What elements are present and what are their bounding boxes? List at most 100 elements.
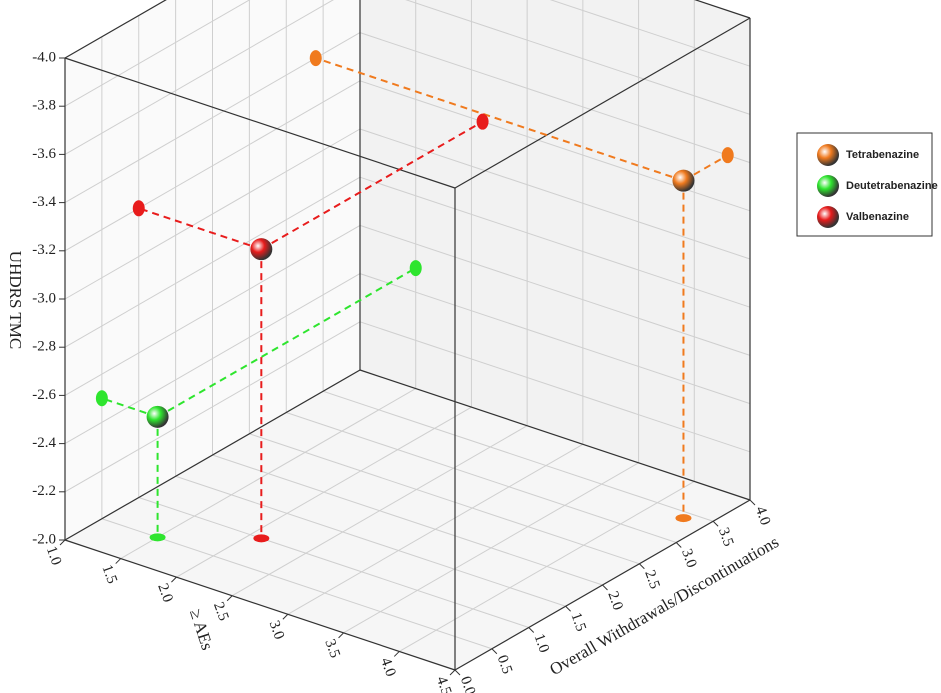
grid [64, 0, 751, 671]
point [250, 238, 273, 261]
grid-line [249, 433, 640, 565]
legend: Tetrabenazine Deutetrabenazine Valbenazine [817, 144, 938, 228]
grid-line [286, 412, 677, 543]
grid-line [212, 454, 603, 586]
y-tick [675, 542, 682, 548]
z-tick-label: -3.4 [32, 194, 56, 210]
box-edge [454, 17, 751, 189]
grid-line [359, 273, 751, 405]
projection-line [260, 120, 484, 251]
back-wall-projection [476, 113, 489, 130]
x-tick [226, 595, 233, 602]
floor-projection [253, 534, 270, 543]
grid-line [64, 176, 361, 348]
x-tick-label: 3.0 [266, 619, 287, 642]
z-tick-label: -2.0 [32, 531, 56, 547]
floor-projection [149, 533, 166, 542]
projection-line [138, 207, 262, 251]
y-tick-label: 4.0 [752, 504, 773, 527]
x-tick-label: 1.5 [99, 563, 120, 586]
y-tick-label: 3.0 [678, 547, 699, 570]
x-tick [171, 576, 177, 583]
grid-line [322, 390, 714, 522]
z-tick-label: -2.4 [32, 435, 56, 451]
legend-marker [817, 206, 839, 228]
grid-line [64, 321, 361, 493]
y-tick-label: 1.0 [531, 632, 552, 655]
x-tick-label: 4.5 [433, 674, 454, 693]
y-tick [749, 499, 756, 506]
grid-line [64, 273, 361, 445]
grid-line [359, 224, 751, 356]
legend-label: Deutetrabenazine [846, 180, 938, 192]
z-tick-label: -3.8 [32, 98, 56, 114]
y-tick-label: 2.5 [641, 568, 662, 591]
box-edge [64, 369, 361, 541]
x-tick [115, 558, 122, 564]
grid-line [64, 224, 361, 396]
box-edge [64, 57, 456, 189]
grid-line [64, 80, 361, 252]
box-edge [64, 0, 167, 59]
grid-line [64, 128, 361, 300]
legend-label: Tetrabenazine [846, 149, 919, 161]
point [146, 405, 169, 428]
y-tick-label: 0.0 [457, 674, 478, 693]
box-edge [359, 369, 751, 501]
back-wall [360, 0, 750, 500]
y-tick [639, 563, 645, 570]
back-wall-projection [409, 260, 422, 277]
left-wall-projection [309, 50, 322, 67]
legend-marker [817, 144, 839, 166]
left-wall-projection [132, 200, 145, 217]
projection-line [315, 57, 684, 182]
x-tick [59, 539, 66, 546]
point [672, 169, 695, 192]
legend-marker [817, 175, 839, 197]
z-tick-label: -3.6 [32, 146, 56, 162]
back-wall-projection [721, 147, 734, 164]
y-tick [528, 627, 535, 633]
grid-line [549, 0, 751, 67]
z-tick-label: -4.0 [32, 49, 56, 65]
x-tick-label: 4.0 [377, 656, 398, 679]
data [95, 50, 734, 543]
y-tick-label: 3.5 [715, 526, 736, 549]
x-tick [449, 669, 456, 676]
y-tick-label: 0.5 [494, 653, 515, 676]
projection-line [682, 154, 729, 182]
y-tick-label: 2.0 [604, 589, 625, 612]
y-tick [712, 520, 719, 527]
y-tick [565, 605, 571, 612]
z-tick-label: -2.2 [32, 483, 56, 499]
z-tick-label: -3.0 [32, 290, 56, 306]
grid-line [359, 176, 751, 308]
y-tick-label: 1.5 [567, 611, 588, 634]
grid-line [359, 321, 751, 453]
grid-line [64, 0, 251, 107]
x-tick [393, 651, 400, 657]
grid-line [138, 497, 529, 628]
projection-line [157, 267, 417, 418]
x-tick [282, 613, 289, 620]
box-edge [64, 539, 456, 671]
y-tick [491, 648, 498, 655]
floor-projection [675, 514, 692, 523]
legend-label: Valbenazine [846, 211, 909, 223]
grid-line [405, 0, 751, 115]
grid-line [101, 518, 493, 650]
z-tick-label: -2.8 [32, 339, 56, 355]
x-tick-label: 2.0 [154, 581, 175, 604]
z-tick-label: -2.6 [32, 387, 56, 403]
x-tick [338, 632, 344, 639]
grid-line [359, 128, 751, 260]
x-tick-label: 1.0 [43, 544, 64, 567]
y-tick [454, 669, 461, 676]
grid-line [64, 0, 334, 155]
grid-line [359, 32, 751, 164]
left-wall-projection [95, 390, 108, 407]
z-axis-title: UHDRS TMC [6, 251, 25, 349]
y-tick [602, 584, 608, 591]
